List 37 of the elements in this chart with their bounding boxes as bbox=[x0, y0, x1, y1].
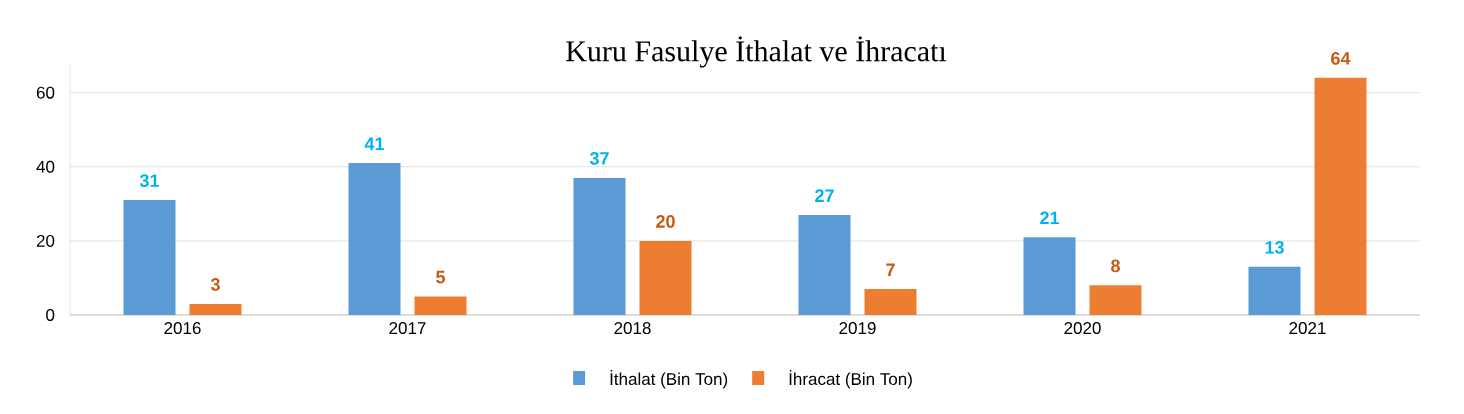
bar bbox=[348, 163, 401, 315]
bar bbox=[1089, 285, 1142, 315]
bar bbox=[639, 240, 692, 315]
bar bbox=[1248, 266, 1301, 315]
data-label: 5 bbox=[436, 270, 446, 284]
legend-label: İthalat (Bin Ton) bbox=[610, 370, 728, 389]
x-tick-label: 2018 bbox=[614, 322, 651, 335]
bar bbox=[1314, 77, 1367, 315]
y-tick-label: 20 bbox=[36, 234, 55, 247]
bar bbox=[414, 296, 467, 315]
y-tick-label: 60 bbox=[36, 86, 55, 99]
bar bbox=[123, 200, 176, 315]
data-label: 31 bbox=[139, 174, 160, 188]
data-label: 3 bbox=[210, 278, 220, 291]
data-label: 13 bbox=[1265, 240, 1284, 254]
data-label: 64 bbox=[1331, 52, 1351, 65]
data-label: 41 bbox=[364, 137, 385, 150]
data-label: 21 bbox=[1040, 211, 1060, 225]
chart-title: Kuru Fasulye İthalat ve İhracatı bbox=[566, 36, 947, 68]
data-label: 37 bbox=[589, 152, 609, 165]
x-tick-label: 2019 bbox=[839, 322, 876, 335]
bar bbox=[798, 214, 851, 315]
bar bbox=[189, 303, 242, 315]
x-tick-label: 2016 bbox=[164, 322, 201, 335]
data-label: 8 bbox=[1111, 259, 1120, 273]
data-label: 20 bbox=[656, 215, 675, 228]
bar bbox=[573, 177, 626, 315]
y-tick-label: 40 bbox=[36, 160, 55, 173]
x-tick-label: 2017 bbox=[389, 322, 426, 335]
data-label: 27 bbox=[815, 189, 834, 202]
x-tick-label: 2020 bbox=[1064, 322, 1101, 335]
legend-label: İhracat (Bin Ton) bbox=[789, 370, 912, 389]
x-tick-label: 2021 bbox=[1289, 322, 1326, 335]
y-tick-label: 0 bbox=[46, 308, 55, 322]
bar bbox=[1023, 237, 1076, 315]
bar bbox=[864, 289, 917, 315]
data-label: 7 bbox=[886, 263, 895, 276]
